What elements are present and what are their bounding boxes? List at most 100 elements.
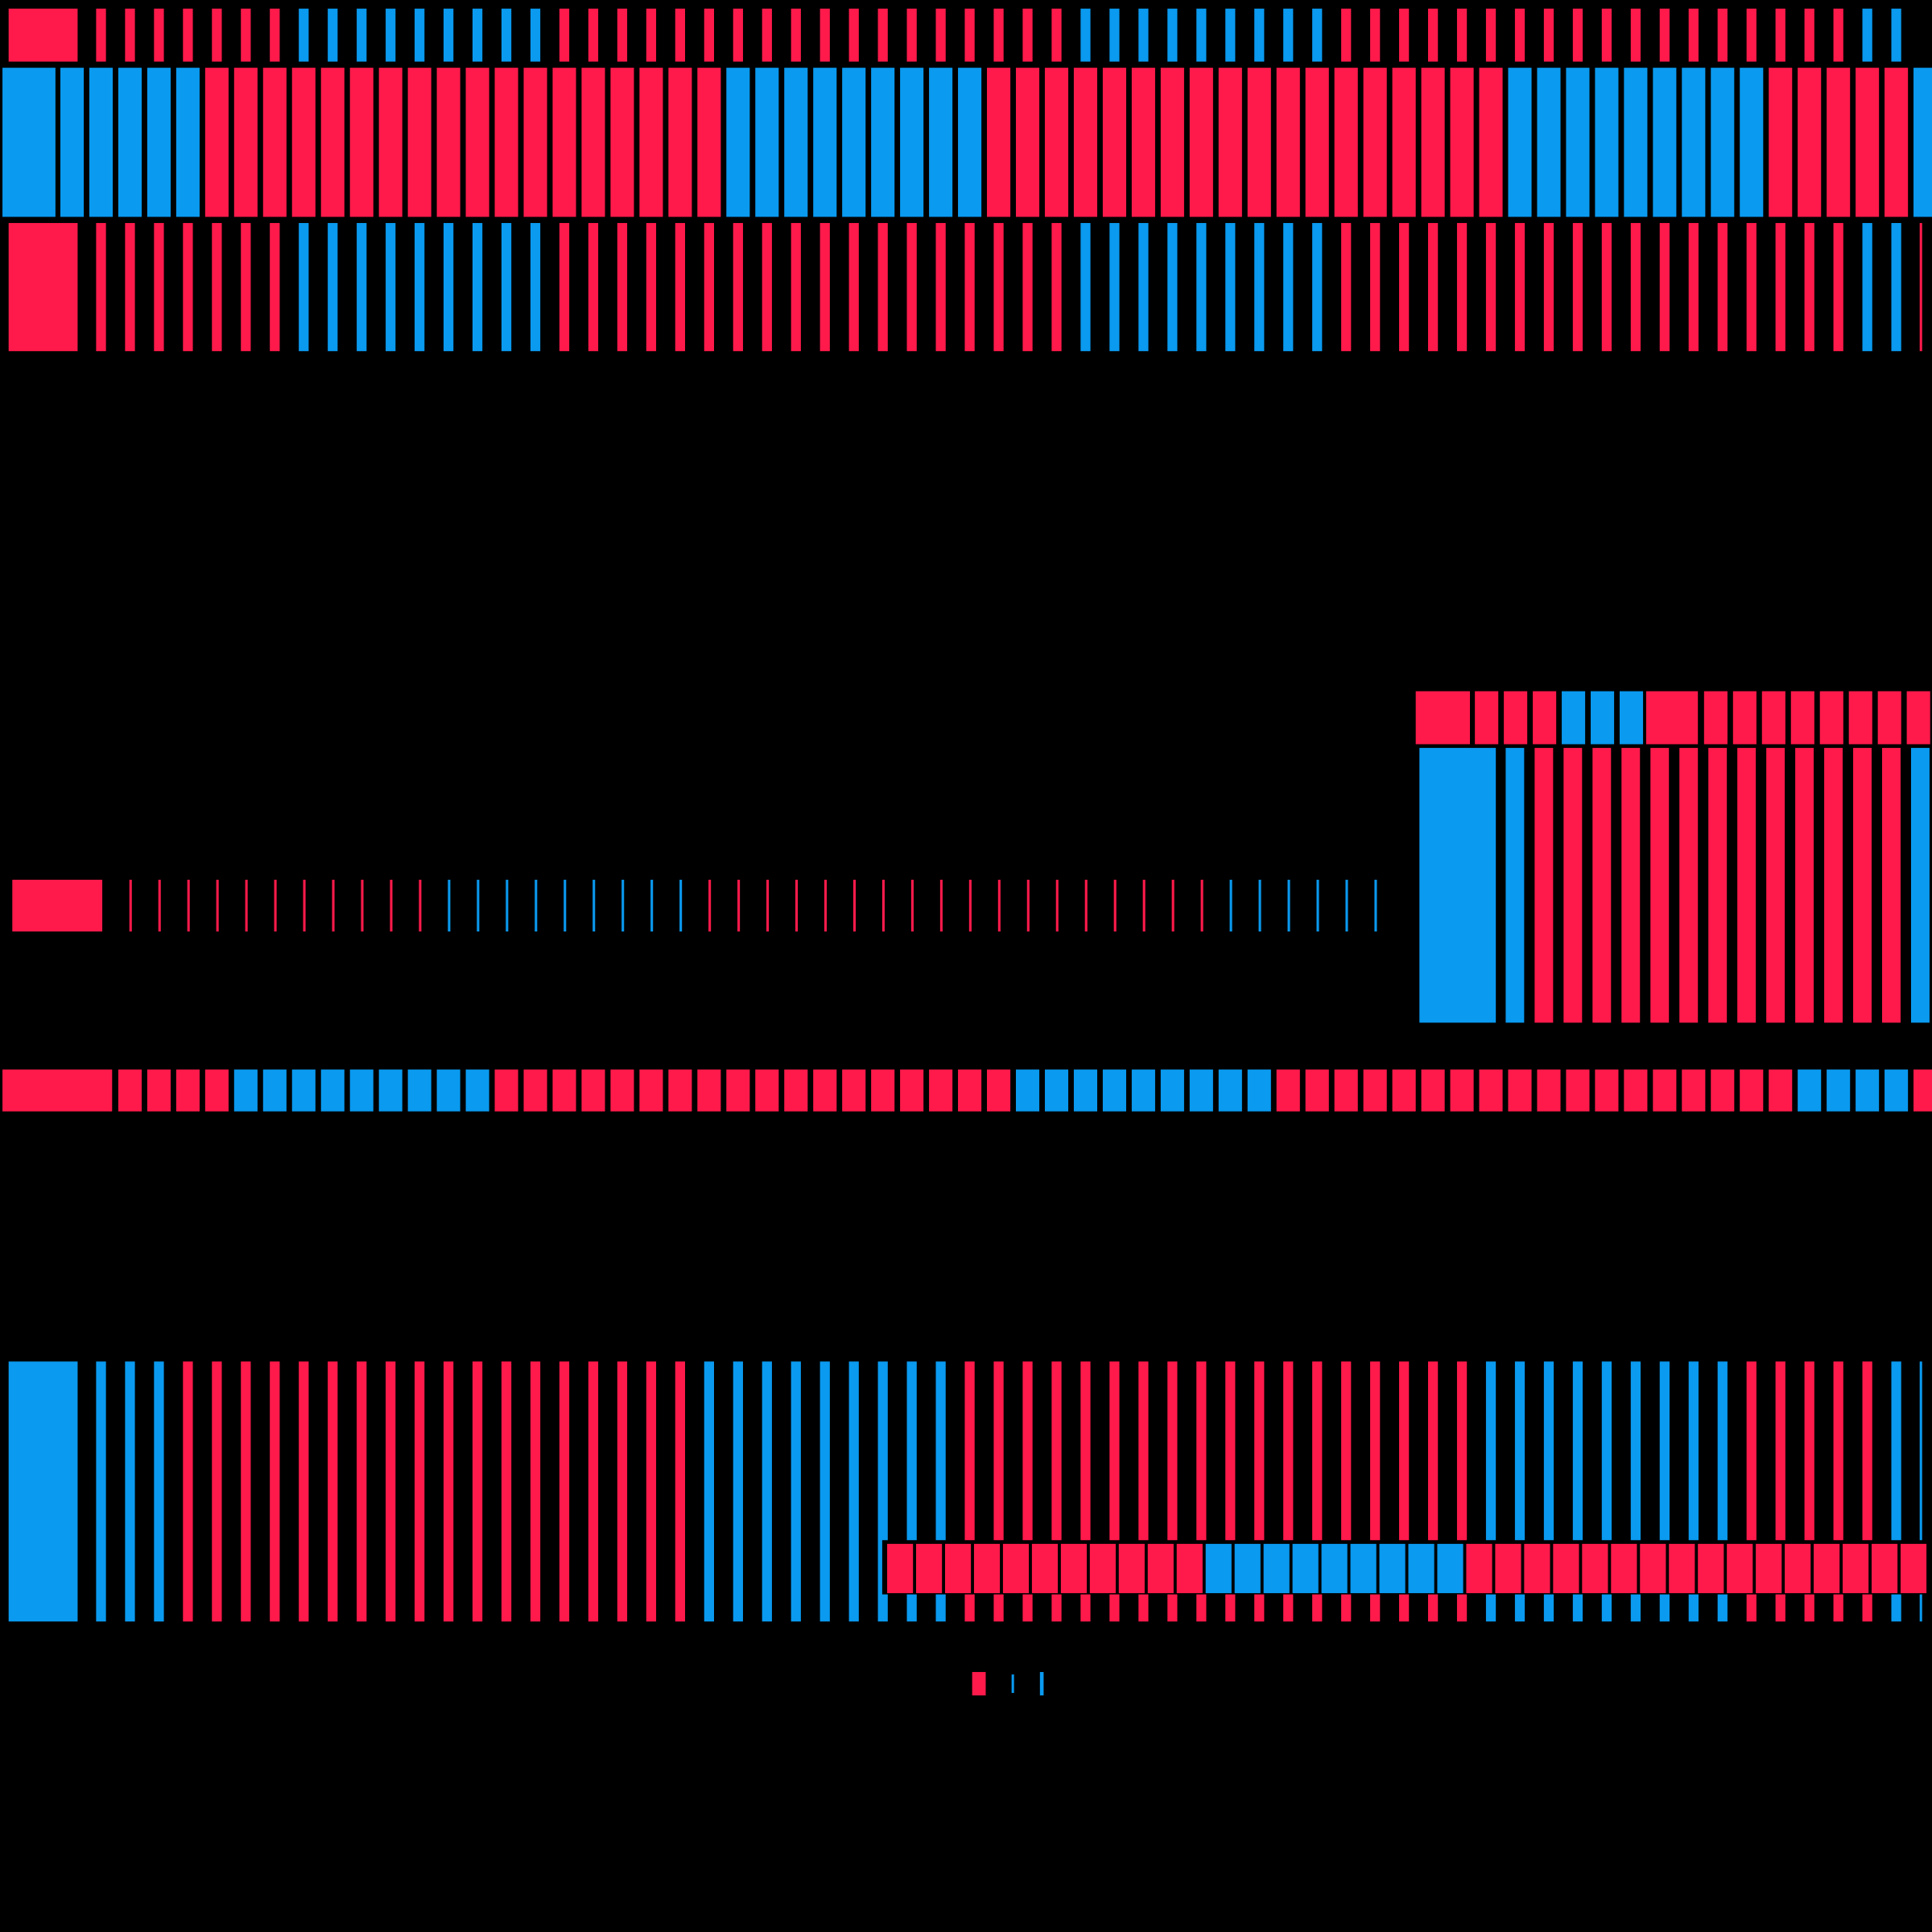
row-c-bar	[1022, 223, 1033, 352]
row-a-bar	[154, 8, 164, 62]
row-g-bar	[1131, 1069, 1155, 1112]
row-g-bar	[668, 1069, 692, 1112]
row-b-bar	[1450, 68, 1474, 217]
row-d-bar	[766, 879, 770, 932]
row-c-bar	[1167, 223, 1178, 352]
row-h-bar	[299, 1361, 309, 1622]
row-b-bar	[1537, 68, 1561, 217]
row-b-bar	[1334, 68, 1358, 217]
row-c-bar	[1775, 223, 1785, 352]
row-a-bar	[1862, 8, 1872, 62]
row-b-bar	[465, 68, 489, 217]
row-f-bar	[1621, 748, 1641, 1023]
row-b-bar	[436, 68, 460, 217]
row-h-bar	[444, 1361, 454, 1622]
row-c-bar	[1572, 223, 1583, 352]
row-g-bar	[639, 1069, 663, 1112]
row-d-bar	[506, 879, 509, 932]
row-d-bar	[621, 879, 625, 932]
row-c-bar	[241, 223, 251, 352]
row-g-bar	[1537, 1069, 1561, 1112]
row-a-bar	[1717, 8, 1728, 62]
row-h-bar	[154, 1361, 164, 1622]
row-c-bar	[964, 223, 975, 352]
row-c-bar	[617, 223, 628, 352]
row-d-bar	[274, 879, 277, 932]
row-h-bar	[791, 1361, 801, 1622]
row-f-bar	[1592, 748, 1612, 1023]
row-b-bar	[668, 68, 692, 217]
row-i-bar	[1698, 1543, 1724, 1594]
row-c-bar	[1833, 223, 1843, 352]
row-i-bar	[1234, 1543, 1261, 1594]
row-d-bar	[158, 879, 161, 932]
row-d-bar	[332, 879, 335, 932]
row-h-bar	[588, 1361, 599, 1622]
row-a-bar	[762, 8, 772, 62]
row-i-bar	[1002, 1543, 1030, 1594]
row-g-bar	[697, 1069, 721, 1112]
row-d-bar	[650, 879, 654, 932]
row-d-bar	[1229, 879, 1232, 932]
row-c-bar	[588, 223, 599, 352]
row-e-bar	[1619, 691, 1644, 745]
row-a-bar	[241, 8, 251, 62]
row-c-bar	[1862, 223, 1872, 352]
row-c-bar	[906, 223, 917, 352]
row-i-bar	[916, 1543, 943, 1594]
row-h-bar	[762, 1361, 772, 1622]
row-d-bar	[1142, 879, 1146, 932]
row-b-bar	[1421, 68, 1445, 217]
row-g-bar	[1682, 1069, 1706, 1112]
row-d-bar	[477, 879, 480, 932]
mini-blue	[1011, 1674, 1014, 1694]
row-g-bar	[1102, 1069, 1126, 1112]
row-g-bar	[407, 1069, 431, 1112]
row-c-bar	[1804, 223, 1814, 352]
row-i-bar	[1205, 1543, 1232, 1594]
row-e-bar	[1504, 691, 1528, 745]
row-e2-bar	[1848, 691, 1872, 745]
row-c-bar	[530, 223, 541, 352]
row-h-bar	[704, 1361, 714, 1622]
row-i-bar	[1321, 1543, 1348, 1594]
row-c-bar	[646, 223, 657, 352]
row-d-bar	[1316, 879, 1319, 932]
row-g-bar	[871, 1069, 895, 1112]
row-g-bar	[349, 1069, 374, 1112]
row-g-bar	[1885, 1069, 1909, 1112]
row-g-bar	[1247, 1069, 1271, 1112]
row-h-bar	[328, 1361, 338, 1622]
row-a-bar	[1080, 8, 1091, 62]
row-i-bar	[1669, 1543, 1695, 1594]
row-i-bar	[1756, 1543, 1782, 1594]
row-b-bar	[610, 68, 634, 217]
row-g-bar	[726, 1069, 750, 1112]
row-e-bar	[1591, 691, 1615, 745]
row-i-bar	[1466, 1543, 1492, 1594]
row-a-bar	[588, 8, 599, 62]
row-c-bar	[183, 223, 193, 352]
row-h-bar	[559, 1361, 570, 1622]
row-d-bar	[216, 879, 219, 932]
row-i-bar	[1900, 1543, 1927, 1594]
row-a-bar	[1370, 8, 1381, 62]
row-g-bar	[1479, 1069, 1503, 1112]
row-d-bar	[303, 879, 306, 932]
row-d-bar	[881, 879, 885, 932]
row-c-bar	[1543, 223, 1554, 352]
row-b-bar	[639, 68, 663, 217]
row-i-bar	[1263, 1543, 1290, 1594]
row-i-bar	[1408, 1543, 1435, 1594]
row-d-bar	[1026, 879, 1030, 932]
row-a-bar	[1833, 8, 1843, 62]
row-a-bar	[415, 8, 425, 62]
row-b-bar	[1508, 68, 1532, 217]
row-a-bar	[1022, 8, 1033, 62]
row-e2-bar	[1790, 691, 1814, 745]
row-g-bar	[1798, 1069, 1822, 1112]
row-d-bar	[1287, 879, 1290, 932]
row-c-bar	[1254, 223, 1265, 352]
row-i-bar	[1785, 1543, 1811, 1594]
